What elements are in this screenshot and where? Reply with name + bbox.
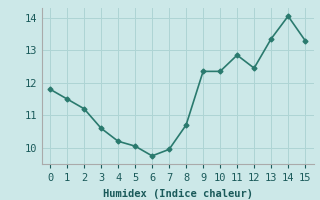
X-axis label: Humidex (Indice chaleur): Humidex (Indice chaleur) (103, 189, 252, 199)
